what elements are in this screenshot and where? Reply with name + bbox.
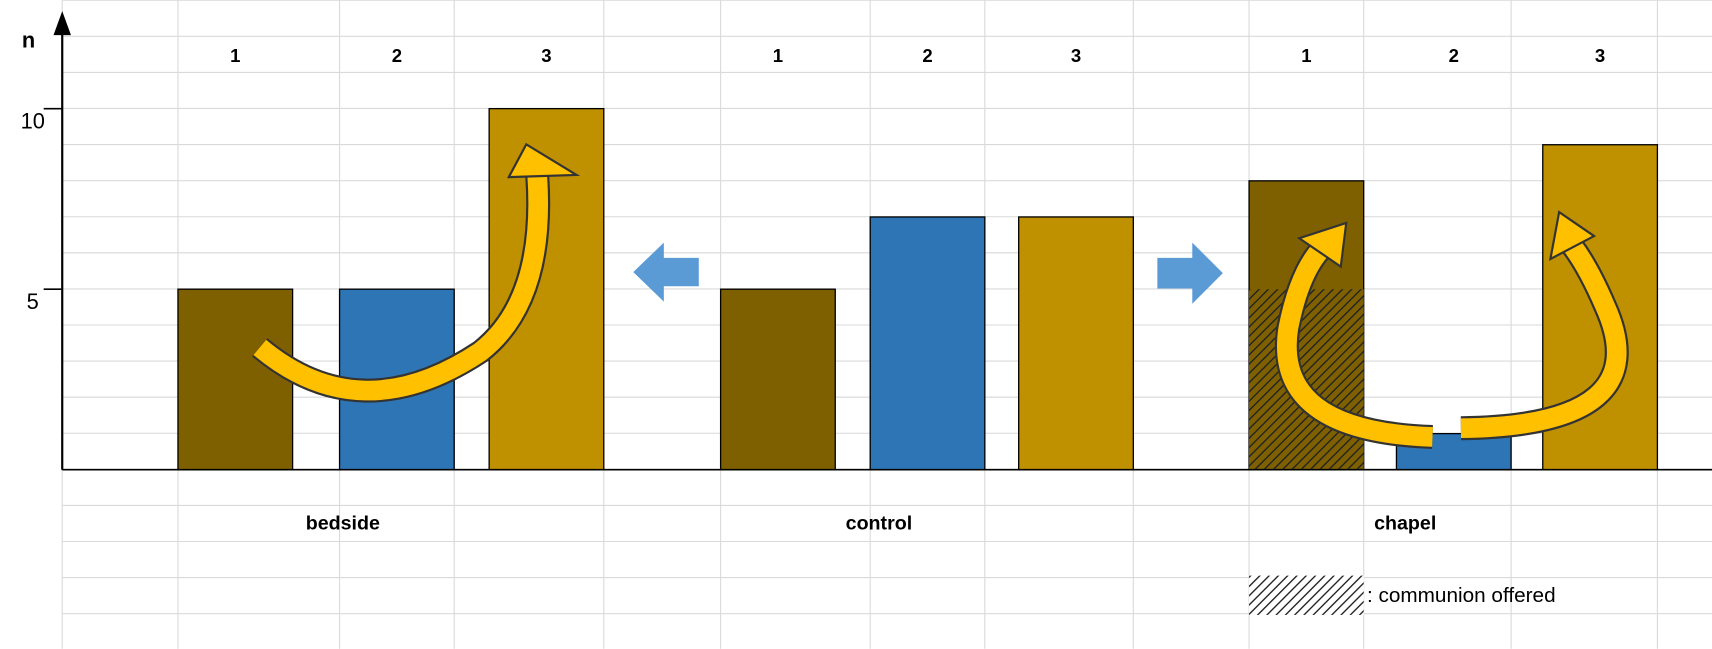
y-axis-label: n <box>22 27 35 52</box>
category-label: 3 <box>1071 45 1081 66</box>
arrow-left <box>633 242 699 302</box>
legend-label: : communion offered <box>1367 584 1556 607</box>
plot: 5 10 bedside 1 2 3 control 1 2 3 chapel 1 2 3 <box>21 45 1659 534</box>
y-tick-label: 5 <box>27 289 39 314</box>
bar <box>177 288 294 471</box>
category-label: 3 <box>541 45 551 66</box>
category-label: 3 <box>1595 45 1605 66</box>
group-label: control <box>846 512 913 534</box>
annotations <box>252 142 1629 449</box>
y-axis-arrowhead <box>53 11 71 36</box>
bar <box>719 288 836 471</box>
category-label: 1 <box>773 45 783 66</box>
legend-swatch <box>1249 575 1364 615</box>
category-label: 1 <box>1301 45 1311 66</box>
y-tick-label: 10 <box>21 109 45 134</box>
group-label: bedside <box>306 512 380 534</box>
bar <box>869 216 986 471</box>
bar <box>1018 216 1134 471</box>
curved-arrow <box>1460 210 1629 441</box>
arrow-right <box>1157 242 1223 304</box>
category-label: 2 <box>392 45 402 66</box>
curved-arrow <box>1275 221 1433 449</box>
group-label: chapel <box>1374 512 1436 534</box>
curved-arrow <box>252 142 581 403</box>
category-label: 2 <box>1449 45 1459 66</box>
category-label: 2 <box>922 45 932 66</box>
category-label: 1 <box>230 45 240 66</box>
